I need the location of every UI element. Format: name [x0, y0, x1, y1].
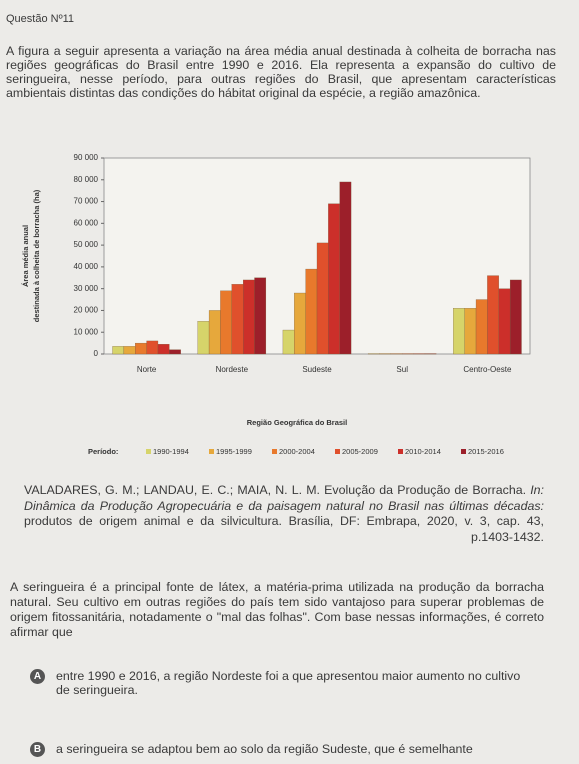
bar	[487, 275, 499, 355]
x-tick-label: Norte	[137, 365, 157, 374]
chart: 0 10 000 20 000 30 000 40 000 50 000 60 000 70 …	[21, 153, 531, 456]
bar	[231, 284, 244, 355]
y-tick-label: 40 000	[74, 262, 99, 271]
bar	[254, 277, 267, 355]
bar	[220, 290, 232, 355]
x-tick-label: Nordeste	[216, 365, 249, 374]
bar	[123, 346, 136, 355]
bar	[424, 353, 437, 355]
y-tick-label: 90 000	[74, 153, 99, 162]
bar	[282, 329, 295, 355]
y-tick-label: 60 000	[74, 218, 99, 227]
y-tick-label: 80 000	[74, 175, 99, 184]
statement: A seringueira é a principal fonte de lát…	[10, 580, 544, 639]
legend-swatch	[146, 449, 151, 454]
bar	[305, 268, 318, 355]
citation-italic: In: Dinâmica da Produção Agropecuária e …	[24, 483, 544, 513]
y-axis-label: destinada à colheita de borracha (ha)	[32, 189, 41, 322]
legend-label: 1995-1999	[216, 447, 252, 456]
bar	[509, 279, 522, 355]
bar	[135, 342, 147, 355]
y-tick-label: 50 000	[74, 240, 99, 249]
citation-rest: produtos de origem animal e da silvicult…	[24, 514, 544, 544]
option-letter: B	[30, 742, 45, 757]
y-tick-label: 70 000	[74, 197, 99, 206]
bar	[413, 353, 426, 355]
bar	[294, 292, 306, 355]
bar	[146, 340, 159, 355]
question-title: Questão Nº11	[6, 13, 75, 25]
bar	[328, 203, 340, 355]
option-text: a seringueira se adaptou bem ao solo da …	[56, 742, 473, 756]
legend-label: 2010-2014	[405, 447, 441, 456]
bar	[112, 346, 125, 355]
citation-authors: VALADARES, G. M.; LANDAU, E. C.; MAIA, N…	[24, 483, 527, 497]
y-axis-label: Área média anual	[21, 225, 30, 287]
y-tick-label: 10 000	[74, 327, 99, 336]
x-tick-label: Centro-Oeste	[463, 365, 512, 374]
bar	[475, 299, 488, 355]
intro-text: A figura a seguir apresenta a variação n…	[6, 44, 556, 100]
bar	[243, 279, 255, 355]
legend-swatch	[335, 449, 340, 454]
bar	[498, 288, 511, 355]
citation: VALADARES, G. M.; LANDAU, E. C.; MAIA, N…	[24, 483, 544, 545]
x-axis-label: Região Geográfica do Brasil	[247, 418, 347, 427]
y-tick-label: 20 000	[74, 306, 99, 315]
bar	[402, 353, 414, 355]
legend-swatch	[461, 449, 466, 454]
bar	[379, 353, 391, 355]
x-tick-label: Sul	[396, 365, 408, 374]
y-tick-label: 0	[94, 349, 99, 358]
bar	[390, 353, 403, 355]
bar	[208, 310, 221, 355]
x-tick-label: Sudeste	[302, 365, 332, 374]
bar	[367, 353, 380, 355]
legend-swatch	[272, 449, 277, 454]
bar	[453, 308, 465, 355]
bar	[464, 308, 477, 355]
legend-title: Período:	[88, 447, 118, 456]
legend-label: 1990-1994	[153, 447, 189, 456]
y-tick-label: 30 000	[74, 284, 99, 293]
legend-label: 2005-2009	[342, 447, 378, 456]
bar	[197, 321, 210, 355]
option-letter: A	[30, 669, 45, 684]
legend-swatch	[209, 449, 214, 454]
bar	[339, 181, 352, 355]
legend-label: 2015-2016	[468, 447, 504, 456]
bar	[157, 344, 170, 355]
bar	[169, 349, 181, 355]
bar	[316, 242, 329, 355]
legend-swatch	[398, 449, 403, 454]
legend-label: 2000-2004	[279, 447, 315, 456]
option-text: entre 1990 e 2016, a região Nordeste foi…	[56, 669, 521, 697]
